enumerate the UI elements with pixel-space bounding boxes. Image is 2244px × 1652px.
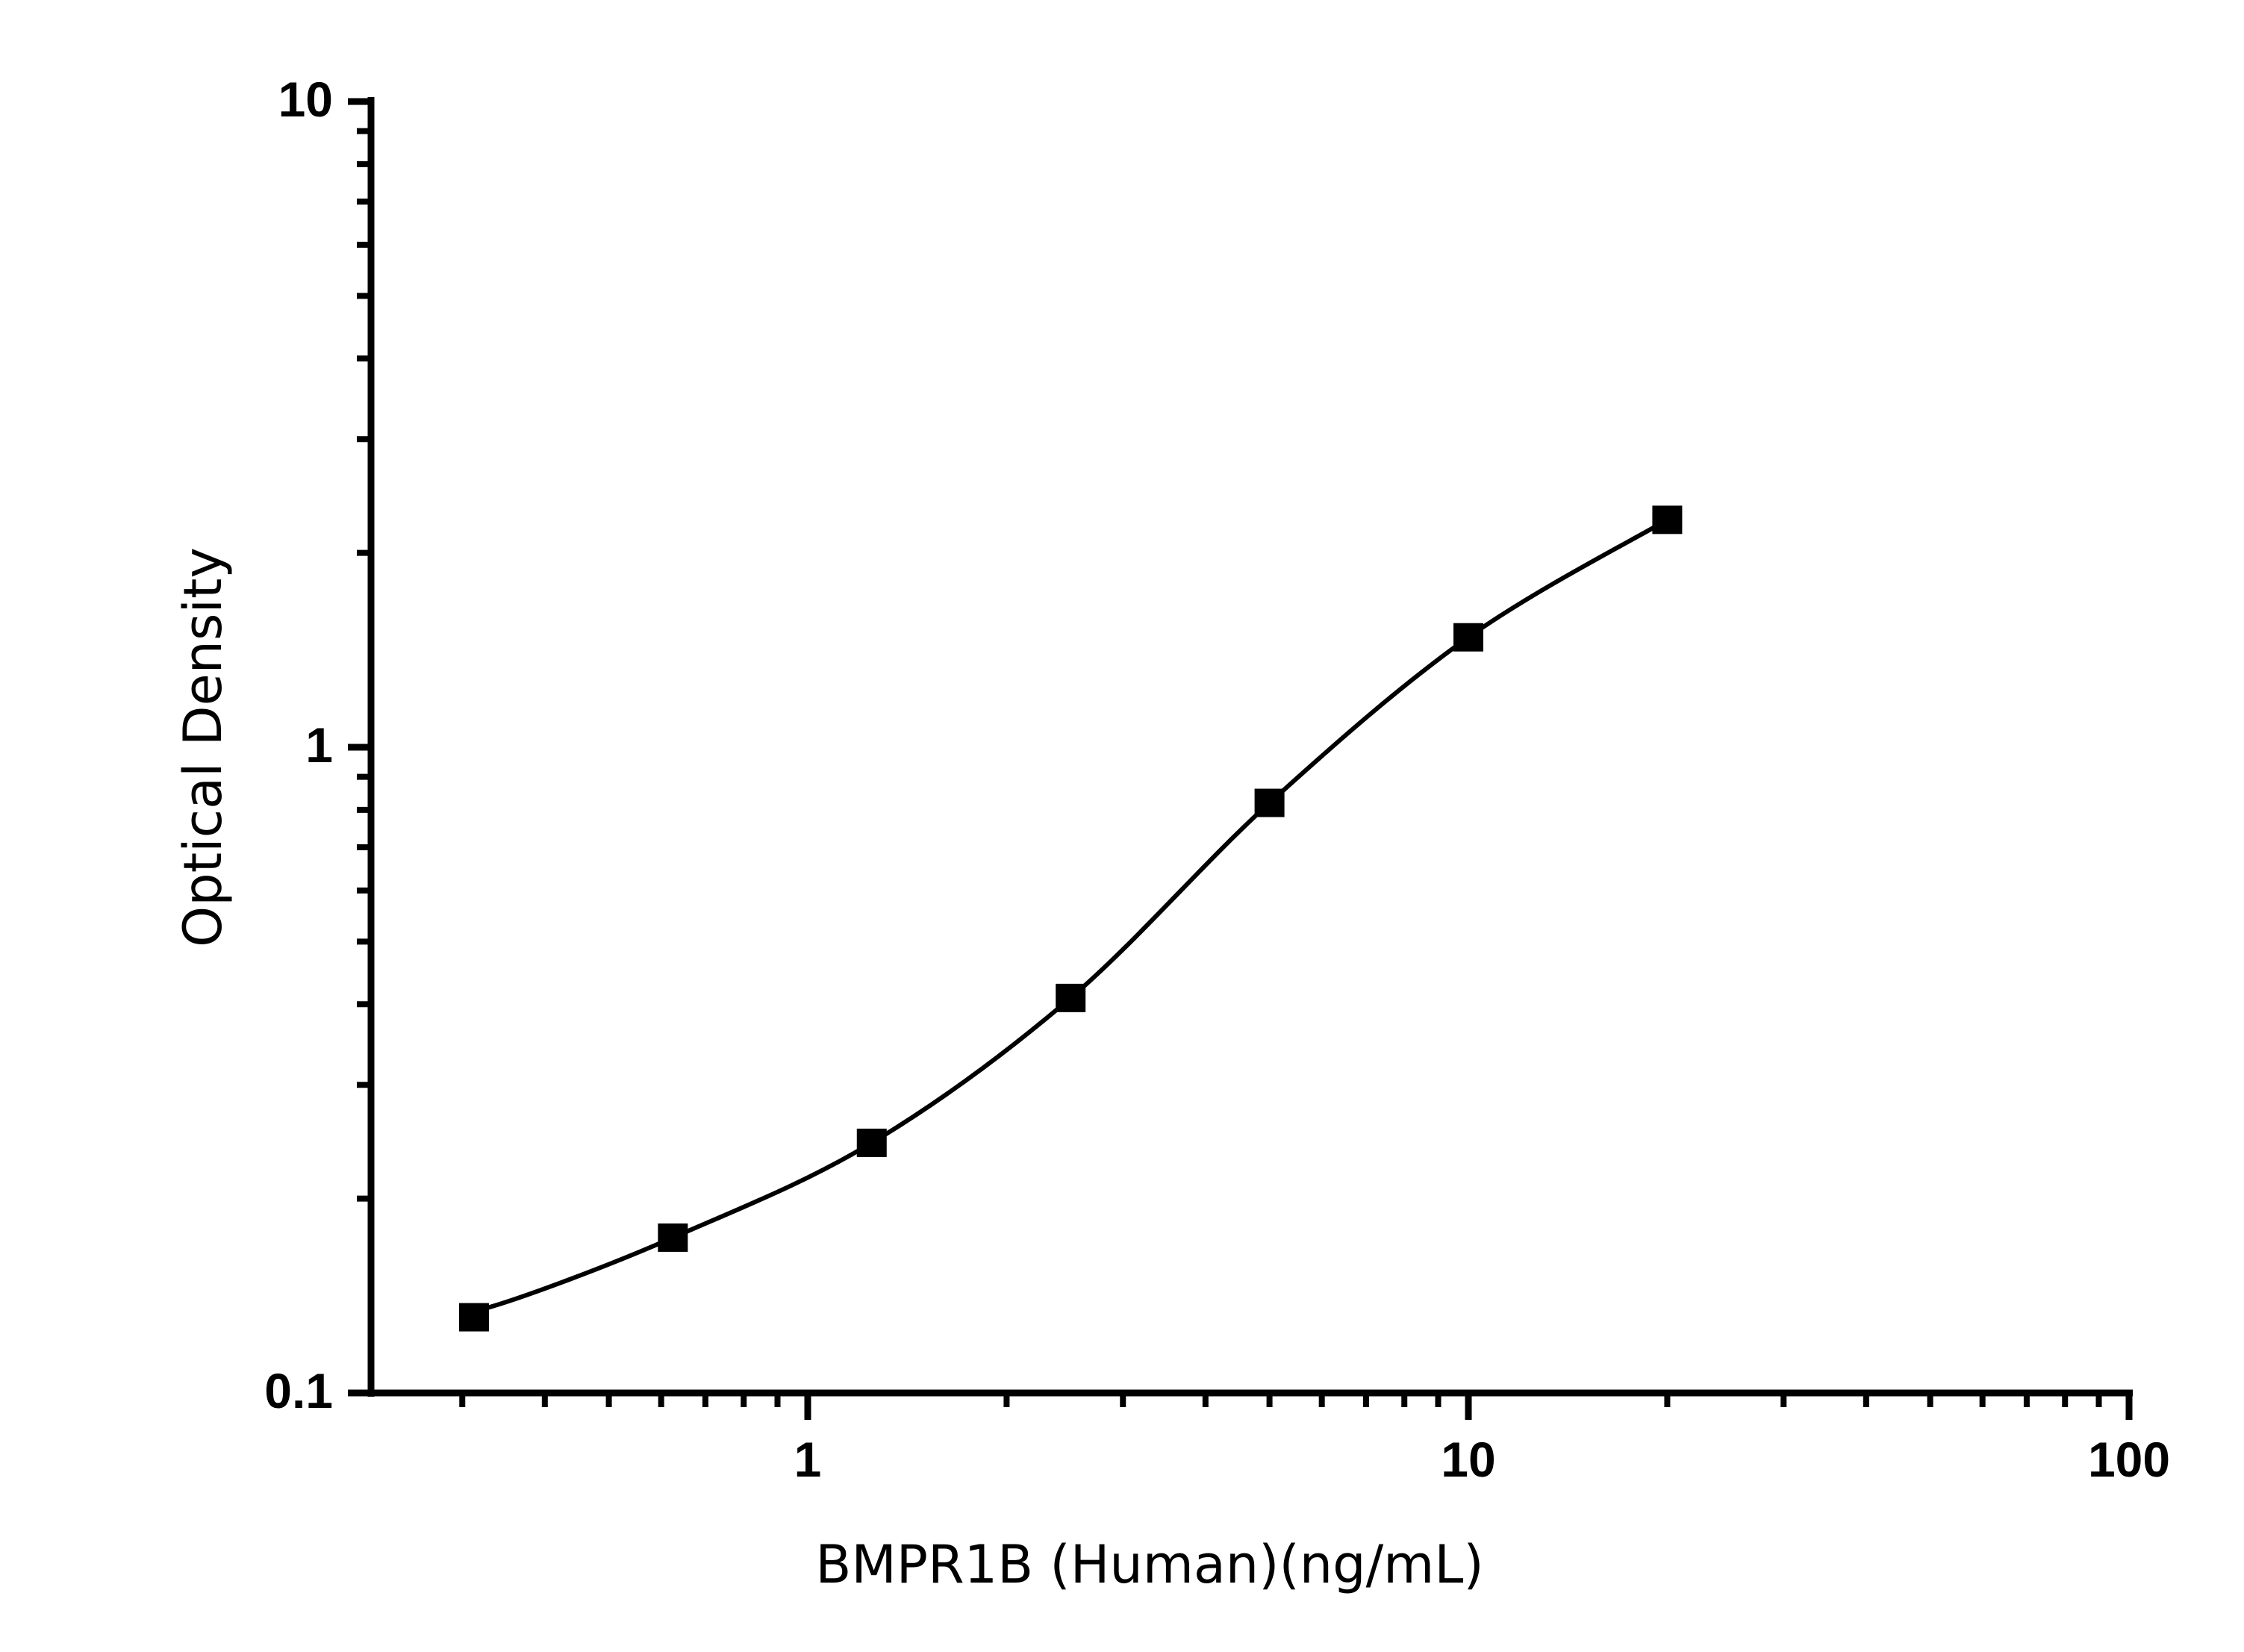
data-point-marker — [1453, 623, 1483, 652]
y-tick-label: 10 — [278, 72, 333, 127]
x-tick-label: 100 — [2088, 1432, 2170, 1487]
data-point-marker — [1254, 788, 1285, 817]
data-point-marker — [1056, 983, 1086, 1012]
data-point-marker — [458, 1303, 489, 1332]
y-tick-label: 0.1 — [264, 1363, 333, 1418]
fit-curve-line — [473, 517, 1668, 1314]
y-tick-label: 1 — [305, 717, 333, 773]
data-point-marker — [856, 1128, 887, 1157]
y-axis-major-ticks: 0.1 1 10 — [264, 72, 371, 1418]
x-tick-label: 1 — [794, 1432, 822, 1487]
x-axis-title: BMPR1B (Human)(ng/mL) — [815, 1534, 1483, 1595]
data-point-marker — [1652, 505, 1683, 534]
data-point-marker — [658, 1223, 688, 1252]
y-axis-title: Optical Density — [172, 547, 234, 947]
data-point-markers — [458, 505, 1683, 1332]
x-axis-major-ticks: 1 10 100 — [794, 1393, 2170, 1487]
x-tick-label: 10 — [1441, 1432, 1495, 1487]
